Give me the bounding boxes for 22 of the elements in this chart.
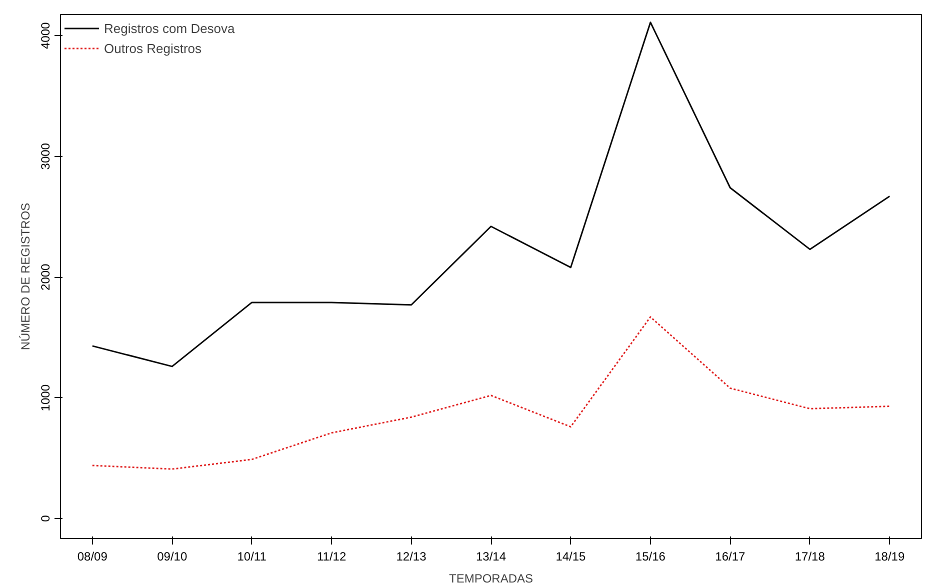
line-series xyxy=(92,316,890,470)
y-tick-label: 2000 xyxy=(38,263,52,290)
y-tick-label: 4000 xyxy=(38,22,52,49)
y-tick-label: 3000 xyxy=(38,142,52,170)
x-tick-label: 16/17 xyxy=(715,550,746,564)
x-tick-label: 12/13 xyxy=(396,550,427,564)
x-tick-label: 17/18 xyxy=(794,550,826,564)
x-axis-title: TEMPORADAS xyxy=(448,572,534,586)
x-tick-label: 09/10 xyxy=(157,550,188,564)
x-tick-label: 08/09 xyxy=(77,550,108,564)
legend-label: Registros com Desova xyxy=(104,20,235,36)
x-tick-label: 13/14 xyxy=(476,550,506,564)
x-tick-label: 18/19 xyxy=(874,550,905,564)
line-series xyxy=(92,22,890,368)
y-tick-label: 0 xyxy=(38,514,52,522)
legend-label: Outros Registros xyxy=(104,40,202,56)
x-tick-label: 11/12 xyxy=(316,550,346,564)
x-tick-label: 15/16 xyxy=(635,550,666,564)
x-tick-label: 10/11 xyxy=(237,550,267,564)
y-axis-title: NÚMERO DE REGISTROS xyxy=(18,202,32,350)
y-tick-label: 1000 xyxy=(38,384,52,412)
x-tick-label: 14/15 xyxy=(556,550,586,564)
